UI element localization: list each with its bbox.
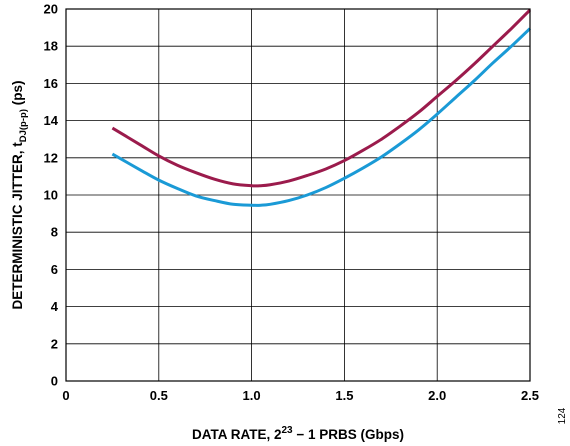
plot-frame — [65, 8, 531, 382]
x-tick-label: 1.0 — [243, 388, 261, 403]
y-tick-label: 4 — [51, 299, 59, 314]
x-tick-label: 0.5 — [150, 388, 168, 403]
y-tick-label: 0 — [51, 374, 58, 389]
x-tick-label: 0 — [62, 388, 69, 403]
x-tick-label: 1.5 — [335, 388, 353, 403]
x-tick-labels: 0 0.5 1.0 1.5 2.0 2.5 — [62, 388, 539, 403]
y-tick-label: 18 — [44, 39, 58, 54]
y-tick-label: 20 — [44, 2, 58, 17]
y-tick-label: 6 — [51, 262, 58, 277]
x-tick-label: 2.0 — [428, 388, 446, 403]
y-tick-label: 10 — [44, 188, 58, 203]
y-axis-title: DETERMINISTIC JITTER, tDJ(p-p) (ps) — [10, 80, 29, 309]
y-tick-label: 16 — [44, 76, 58, 91]
x-axis-title: DATA RATE, 223 − 1 PRBS (Gbps) — [192, 425, 404, 442]
series-lines — [111, 8, 532, 207]
y-tick-label: 8 — [51, 225, 58, 240]
figure-number: 124 — [557, 407, 568, 424]
series-line-1 — [111, 8, 532, 188]
y-tick-label: 12 — [44, 150, 58, 165]
grid-lines — [65, 8, 531, 382]
y-tick-label: 14 — [44, 113, 59, 128]
series-line-2 — [111, 27, 532, 207]
y-tick-labels: 0 2 4 6 8 10 12 14 16 18 20 — [44, 2, 59, 389]
y-tick-label: 2 — [51, 336, 58, 351]
x-tick-label: 2.5 — [521, 388, 539, 403]
